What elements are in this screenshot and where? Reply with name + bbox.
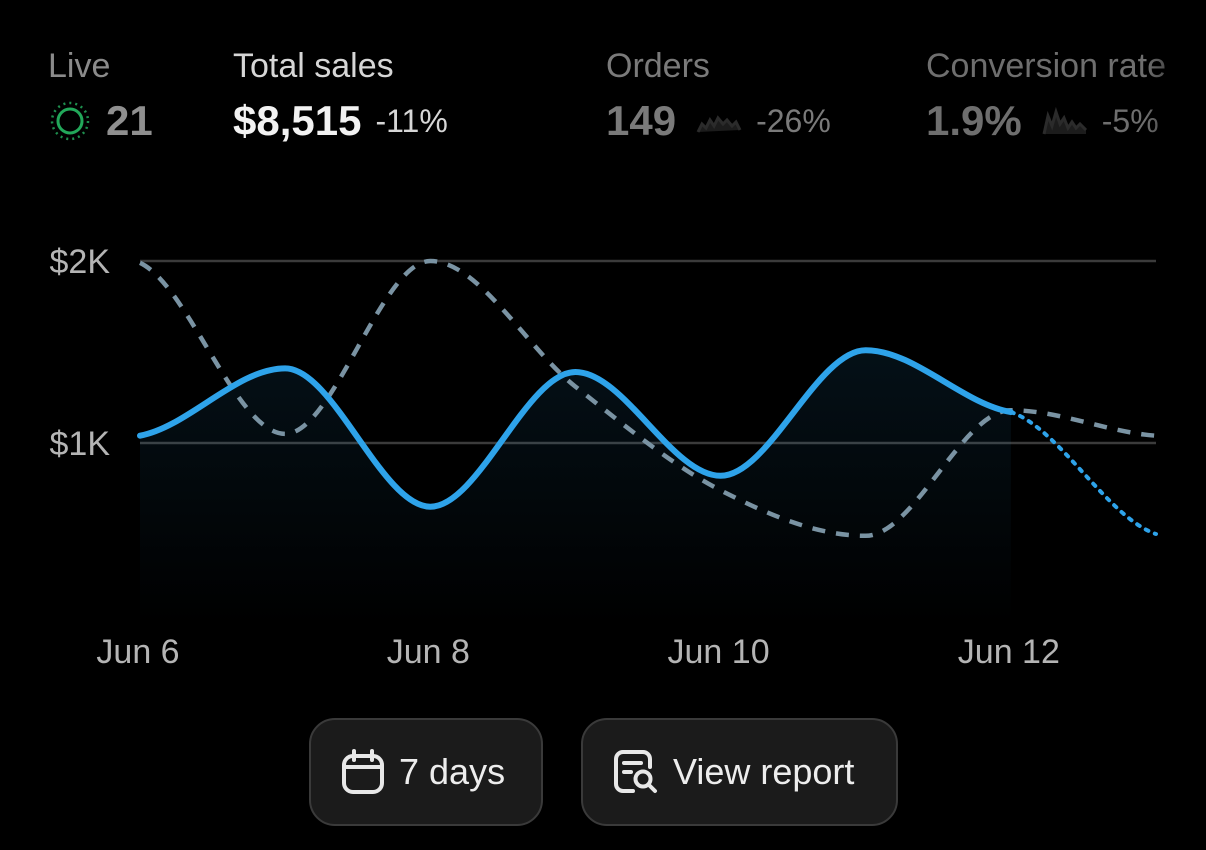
conversion-sparkline-icon [1042, 106, 1087, 135]
date-range-label: 7 days [399, 751, 506, 792]
x-tick-label: Jun 6 [96, 633, 179, 671]
metric-orders-value: 149 [606, 97, 677, 144]
x-tick-label: Jun 12 [958, 633, 1060, 671]
current-series-area [140, 350, 1011, 625]
metric-orders[interactable]: Orders 149 -26% [606, 44, 831, 146]
x-tick-label: Jun 10 [668, 633, 770, 671]
metric-live-value: 21 [106, 97, 153, 144]
metric-total-sales-label: Total sales [233, 47, 394, 85]
live-pulse-icon [50, 101, 90, 141]
view-report-button[interactable]: View report [581, 718, 898, 826]
x-tick-label: Jun 8 [387, 633, 470, 671]
metric-live-label: Live [48, 47, 111, 85]
sales-chart: $2K $1K Jun 6 Jun 8 Jun 10 Jun 12 [50, 243, 1158, 671]
metric-orders-label: Orders [606, 47, 710, 85]
y-tick-label: $1K [50, 425, 111, 463]
metric-conversion-rate-value: 1.9% [926, 97, 1022, 144]
orders-sparkline-icon [696, 115, 742, 133]
metric-live[interactable]: Live 21 [48, 44, 153, 146]
date-range-button[interactable]: 7 days [309, 718, 543, 826]
current-series-line [137, 347, 1014, 510]
comparison-series-line [138, 258, 1157, 539]
metric-conversion-rate[interactable]: Conversion rate 1.9% -5% [926, 44, 1166, 146]
chart-actions: 7 days View report [0, 718, 1206, 830]
y-tick-label: $2K [50, 243, 111, 281]
metric-total-sales[interactable]: Total sales $8,515 -11% [233, 44, 448, 146]
metric-total-sales-delta: -11% [375, 103, 448, 139]
metric-total-sales-value: $8,515 [233, 97, 362, 144]
metric-conversion-rate-label: Conversion rate [926, 47, 1167, 85]
metrics-fade-overlay [1146, 0, 1206, 160]
metric-orders-delta: -26% [756, 103, 831, 139]
view-report-label: View report [673, 751, 855, 792]
calendar-icon [342, 749, 384, 794]
current-series-projection-line [1008, 410, 1158, 536]
report-search-icon [614, 750, 657, 793]
metrics-bar: Live 21 Total sales $8,515 -11% Orders 1… [0, 0, 1206, 160]
